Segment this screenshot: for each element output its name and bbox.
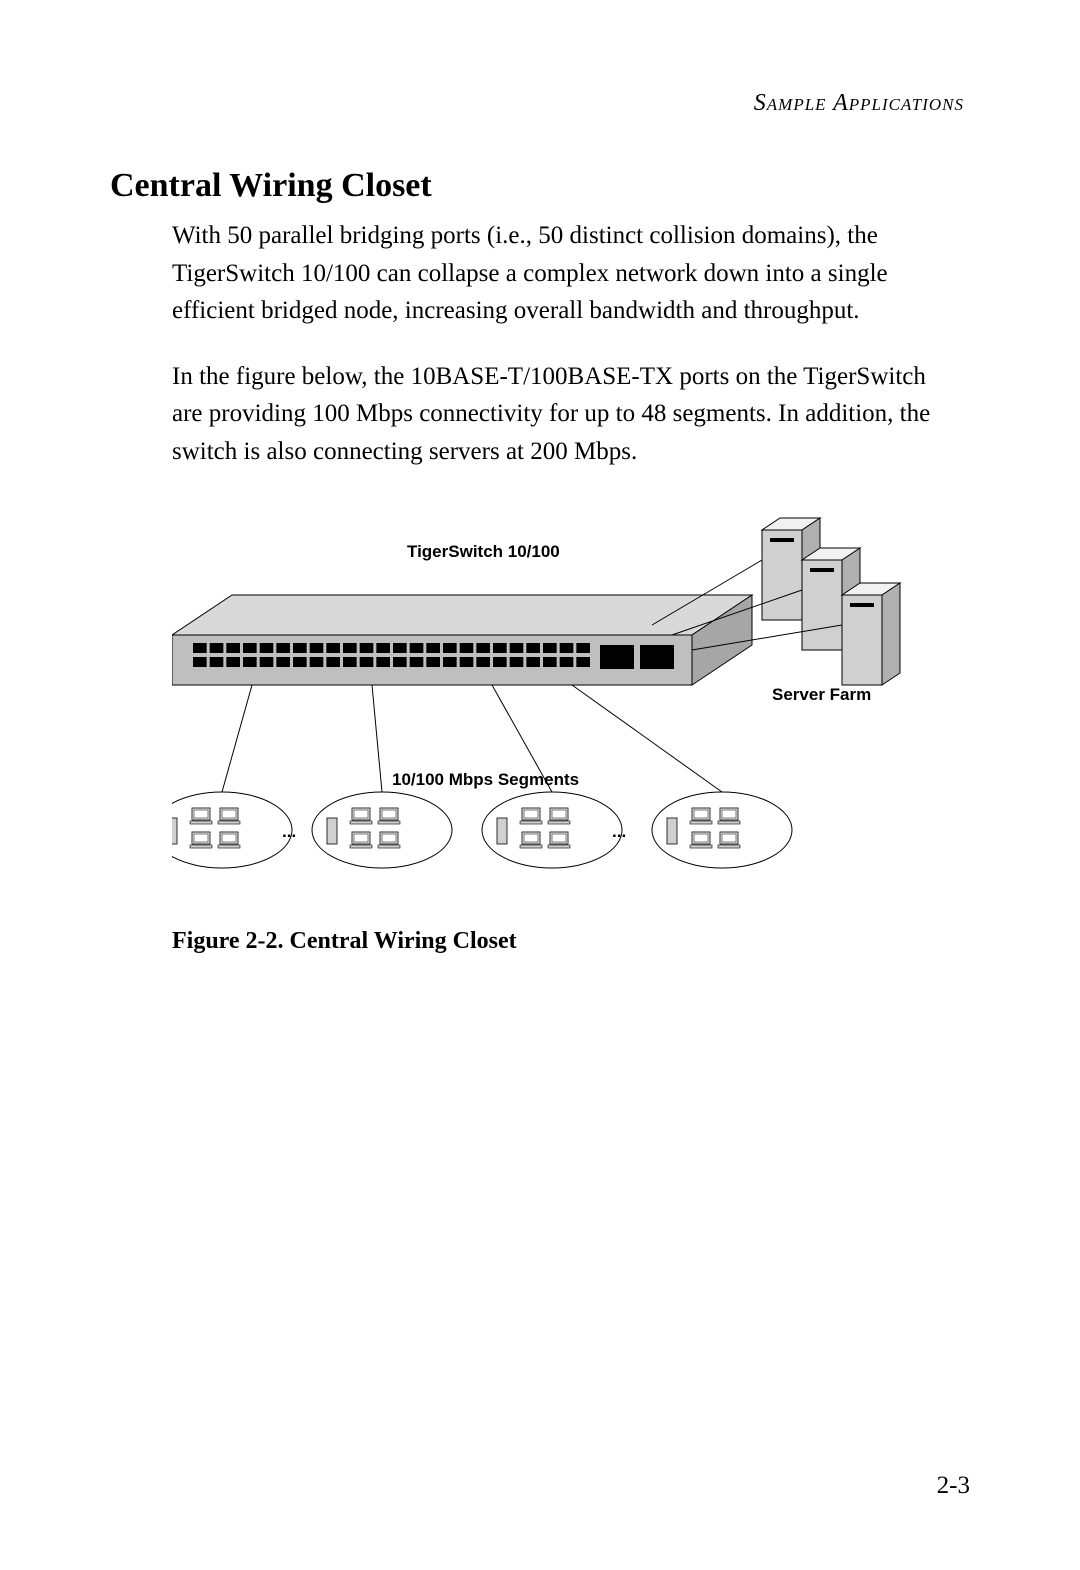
paragraph-2: In the figure below, the 10BASE-T/100BAS… xyxy=(172,358,932,471)
figure-caption: Figure 2-2. Central Wiring Closet xyxy=(172,928,970,955)
figure: TigerSwitch 10/100 Server Farm 10/100 Mb… xyxy=(172,500,932,900)
segments-label: 10/100 Mbps Segments xyxy=(392,770,579,790)
running-head: Sample Applications xyxy=(110,90,964,117)
server-farm-label: Server Farm xyxy=(772,685,871,705)
page: Sample Applications Central Wiring Close… xyxy=(0,0,1080,1570)
paragraph-1: With 50 parallel bridging ports (i.e., 5… xyxy=(172,217,932,330)
ellipsis-1: ... xyxy=(282,822,296,842)
switch-label: TigerSwitch 10/100 xyxy=(407,542,560,562)
network-diagram: TigerSwitch 10/100 Server Farm 10/100 Mb… xyxy=(172,500,932,900)
section-title: Central Wiring Closet xyxy=(110,167,970,205)
page-number: 2-3 xyxy=(937,1472,970,1500)
ellipsis-2: ... xyxy=(612,822,626,842)
